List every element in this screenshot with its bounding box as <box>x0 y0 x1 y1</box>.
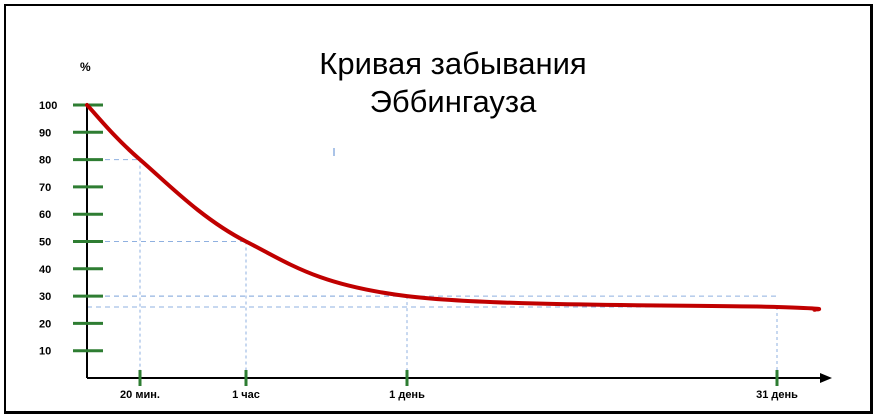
axes <box>86 105 832 383</box>
x-tick-label: 20 мин. <box>120 389 160 401</box>
chart-frame <box>4 4 873 414</box>
chart-title-line2: Эббингауза <box>370 84 537 119</box>
x-axis-ticks: 20 мин. 1 час 1 день 31 день <box>120 370 798 401</box>
y-tick-label: 30 <box>39 291 51 303</box>
chart-title-line1: Кривая забывания <box>319 46 586 81</box>
y-tick-label: 60 <box>39 209 51 221</box>
y-tick-label: 20 <box>39 318 51 330</box>
y-tick-label: 70 <box>39 182 51 194</box>
x-tick-label: 1 час <box>232 389 260 401</box>
y-tick-label: 40 <box>39 264 51 276</box>
y-axis-ticks: 10 20 30 40 50 60 70 80 90 100 <box>39 100 103 358</box>
x-axis-arrow <box>820 373 832 383</box>
y-tick-label: 50 <box>39 237 51 249</box>
y-tick-label: 90 <box>39 127 51 139</box>
y-tick-label: 10 <box>39 346 51 358</box>
y-tick-label: 80 <box>39 155 51 167</box>
y-tick-label: 100 <box>39 100 57 112</box>
forgetting-curve-line <box>85 103 822 312</box>
y-axis-unit: % <box>80 60 91 74</box>
x-tick-label: 1 день <box>389 389 425 401</box>
reference-lines <box>87 159 778 378</box>
x-tick-label: 31 день <box>756 389 798 401</box>
curve-layer <box>85 103 822 312</box>
